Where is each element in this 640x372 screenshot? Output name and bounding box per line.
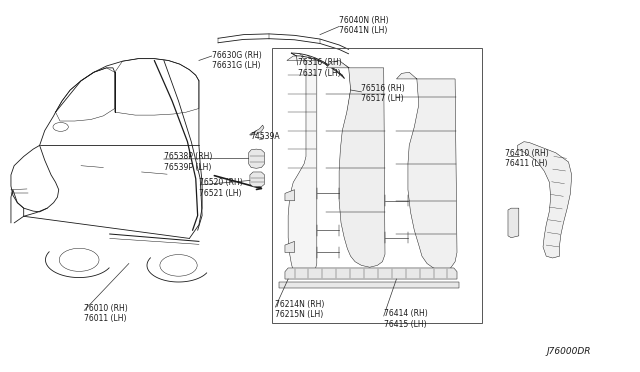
Polygon shape	[518, 142, 572, 258]
Polygon shape	[278, 282, 459, 288]
Polygon shape	[396, 72, 457, 270]
Polygon shape	[508, 208, 519, 238]
Text: 76538P (RH)
76539P (LH): 76538P (RH) 76539P (LH)	[164, 152, 212, 172]
Polygon shape	[285, 190, 294, 201]
Text: 76516 (RH)
76517 (LH): 76516 (RH) 76517 (LH)	[362, 84, 405, 103]
Text: 76414 (RH)
76415 (LH): 76414 (RH) 76415 (LH)	[384, 309, 428, 328]
Polygon shape	[285, 268, 457, 279]
Text: J76000DR: J76000DR	[546, 347, 591, 356]
Text: 76316 (RH)
76317 (LH): 76316 (RH) 76317 (LH)	[298, 58, 342, 77]
Polygon shape	[248, 149, 264, 168]
Bar	[272, 48, 483, 323]
Text: 76630G (RH)
76631G (LH): 76630G (RH) 76631G (LH)	[212, 51, 261, 70]
Polygon shape	[287, 56, 317, 278]
Text: 76214N (RH)
76215N (LH): 76214N (RH) 76215N (LH)	[275, 300, 324, 320]
Polygon shape	[250, 172, 264, 187]
Text: 76010 (RH)
76011 (LH): 76010 (RH) 76011 (LH)	[84, 304, 128, 323]
Text: 76410 (RH)
76411 (LH): 76410 (RH) 76411 (LH)	[505, 148, 548, 168]
Polygon shape	[285, 241, 294, 253]
Polygon shape	[250, 125, 264, 135]
Text: 76040N (RH)
76041N (LH): 76040N (RH) 76041N (LH)	[339, 16, 388, 35]
Text: 76520 (RH)
76521 (LH): 76520 (RH) 76521 (LH)	[199, 178, 243, 198]
Text: 74539A: 74539A	[250, 132, 280, 141]
Polygon shape	[326, 61, 385, 267]
